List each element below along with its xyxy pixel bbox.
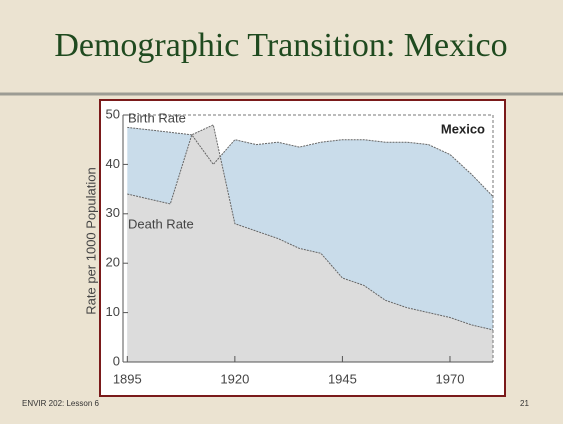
y-tick-label: 30 — [106, 205, 120, 220]
line — [127, 124, 494, 331]
y-tick-label: 0 — [113, 353, 120, 368]
series-label: Birth Rate — [128, 110, 186, 125]
x-tick-label: 1895 — [113, 371, 142, 386]
series-label: Death Rate — [128, 216, 194, 231]
chart-title: Mexico — [441, 121, 485, 136]
page-number: 21 — [520, 399, 529, 408]
y-tick-label: 40 — [106, 156, 120, 171]
x-tick-label: 1945 — [328, 371, 357, 386]
plot: 0 10 20 30 40 50 1895 1920 1945 1970 Birth Rate Dea… — [106, 106, 494, 386]
y-axis-label: Rate per 1000 Population — [83, 167, 98, 314]
x-tick-label: 1920 — [220, 371, 249, 386]
area — [127, 124, 494, 363]
x-tick-label: 1970 — [436, 371, 465, 386]
footer: ENVIR 202: Lesson 6 — [22, 399, 99, 408]
slide-title: Demographic Transition: Mexico — [54, 27, 507, 64]
line — [127, 126, 494, 197]
y-tick-label: 10 — [106, 304, 120, 319]
y-tick-label: 50 — [106, 106, 120, 121]
y-tick-label: 20 — [106, 255, 120, 270]
